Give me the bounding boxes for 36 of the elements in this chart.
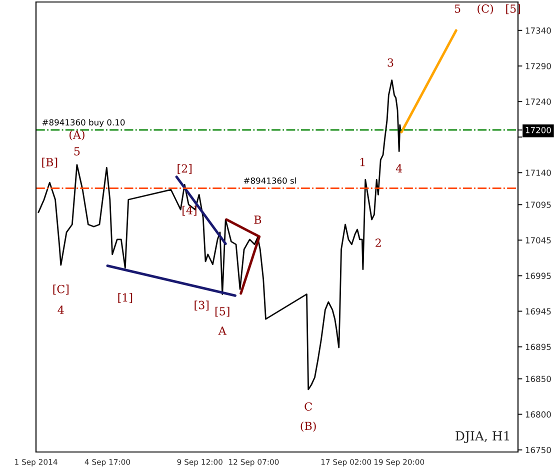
annotation: [B] — [42, 158, 58, 168]
ref-line-label: #8941360 buy 0.10 — [42, 119, 125, 128]
y-tick-label: 16895 — [526, 344, 551, 350]
annotation: A — [218, 326, 226, 335]
annotation: 4 — [58, 306, 64, 314]
y-tick-label: 17290 — [526, 62, 551, 70]
annotation: [1] — [118, 293, 132, 303]
y-tick-label: 16800 — [526, 411, 551, 418]
annotation: B — [254, 216, 262, 224]
y-tick-label: 16995 — [526, 272, 551, 279]
annotation: 2 — [376, 238, 381, 247]
annotation: DJIA, H1 — [456, 431, 509, 443]
annotation: [2] — [178, 164, 192, 174]
annotation: (A) — [70, 130, 84, 140]
ref-line-label: #8941360 sl — [244, 177, 296, 184]
annotation: [4] — [182, 206, 196, 216]
annotation: 5 — [74, 147, 80, 156]
annotation: [C] — [53, 284, 69, 295]
annotation: [3] — [194, 300, 209, 311]
annotation: 3 — [388, 58, 394, 67]
annotation: (C) — [478, 4, 494, 14]
annotation: 4 — [396, 164, 402, 172]
annotation: 1 — [360, 158, 365, 166]
y-tick-label: 17095 — [526, 202, 551, 208]
annotation: [5] — [215, 306, 230, 317]
y-tick-label: 17045 — [526, 237, 551, 244]
y-tick-label: 17340 — [526, 27, 551, 34]
y-tick-label: 16945 — [526, 308, 551, 315]
y-tick-label: 17140 — [526, 170, 551, 176]
y-tick-label: 16750 — [526, 446, 551, 454]
annotation: (B) — [300, 422, 316, 432]
y-tick-label: 17200 — [526, 126, 551, 134]
y-tick-label: 17240 — [526, 98, 551, 105]
annotation: C — [304, 402, 312, 411]
y-tick-label: 16850 — [526, 376, 551, 382]
annotation: 5 — [454, 4, 460, 13]
